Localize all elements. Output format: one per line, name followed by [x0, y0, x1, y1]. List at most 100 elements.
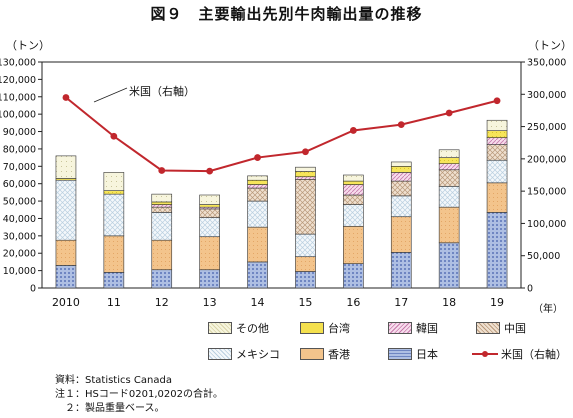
legend-label-usa: 米国（右軸）: [501, 348, 567, 361]
y-left-tick-label: 110,000: [0, 92, 36, 103]
legend-item-mexico: メキシコ: [208, 346, 280, 362]
bar-segment-other: [390, 161, 412, 167]
bar-segment-other: [486, 119, 508, 131]
bar-segment-taiwan: [486, 130, 508, 138]
bar-segment-hongkong: [390, 216, 412, 253]
bar-segment-china: [438, 169, 460, 187]
legend-label-other: その他: [236, 322, 269, 335]
note-source: 資料：Statistics Canada: [55, 375, 172, 386]
x-tick-label: 15: [298, 296, 312, 309]
bar-segment-other: [199, 194, 220, 205]
bar-segment-mexico: [151, 212, 173, 241]
bar-segment-hongkong: [486, 182, 508, 213]
bar-segment-japan: [343, 263, 364, 289]
x-tick-label: 2010: [52, 296, 80, 309]
bar-segment-hongkong: [247, 226, 268, 263]
legend-item-china: 中国: [476, 320, 526, 336]
bar-segment-korea: [486, 137, 508, 145]
legend-swatch-japan: [388, 348, 412, 360]
note-1: 注１：HSコード0201,0202の合計。: [55, 389, 223, 400]
y-right-tick-label: 100,000: [527, 219, 566, 230]
right-axis-unit: （トン）: [528, 39, 572, 52]
y-left-tick-label: 0: [30, 284, 36, 295]
bar-segment-hongkong: [295, 256, 316, 272]
bar-segment-mexico: [486, 159, 508, 184]
bar-segment-korea: [247, 184, 268, 189]
legend-label-china: 中国: [504, 322, 526, 335]
bar-segment-hongkong: [55, 239, 77, 266]
y-left-tick-label: 10,000: [3, 266, 36, 277]
y-left-tick-label: 60,000: [3, 179, 36, 190]
x-tick-label: 12: [155, 296, 169, 309]
legend-item-hongkong: 香港: [300, 346, 350, 362]
x-axis-unit: （年）: [533, 304, 563, 315]
bar-segment-china: [486, 144, 508, 161]
y-left-tick-label: 100,000: [0, 110, 36, 121]
plot-frame: [41, 61, 522, 289]
usa-line-point: [349, 127, 357, 134]
x-tick-label: 18: [442, 296, 456, 309]
legend-swatch-other: [208, 322, 232, 334]
usa-line-point: [206, 167, 214, 175]
notes: 資料：Statistics Canada 注１：HSコード0201,0202の合…: [55, 374, 223, 416]
legend-label-hongkong: 香港: [328, 348, 350, 361]
y-right-tick-label: 300,000: [527, 90, 566, 101]
bar-segment-china: [295, 179, 316, 235]
x-tick-label: 13: [203, 296, 217, 309]
note-2: ２：製品重量ベース。: [55, 403, 165, 414]
bar-segment-japan: [390, 252, 412, 289]
bar-segment-mexico: [390, 195, 412, 218]
usa-line-path: [65, 96, 498, 173]
bar-segment-japan: [103, 272, 125, 289]
callout-leader: [93, 87, 128, 103]
y-left-tick-label: 40,000: [3, 214, 36, 225]
chart-title: 図９ 主要輸出先別牛肉輸出量の推移: [150, 5, 423, 23]
y-right-tick-label: 50,000: [527, 251, 560, 262]
x-tick-label: 17: [394, 296, 408, 309]
x-tick-label: 14: [251, 296, 265, 309]
y-left-tick-label: 90,000: [3, 127, 36, 138]
bar-segment-other: [151, 193, 173, 203]
bar-segment-china: [247, 187, 268, 202]
bar-segment-taiwan: [151, 201, 173, 205]
bar-segment-mexico: [247, 200, 268, 228]
legend-item-taiwan: 台湾: [300, 320, 350, 336]
y-left-tick-label: 80,000: [3, 144, 36, 155]
bar-segment-taiwan: [390, 166, 412, 173]
bar-segment-other: [55, 155, 77, 179]
legend: その他 台湾 韓国 中国 メキシコ 香港 日本 米国（右軸）: [208, 320, 568, 368]
y-right-tick-label: 200,000: [527, 154, 566, 165]
bar-segment-taiwan: [103, 190, 125, 195]
bar-segment-mexico: [103, 193, 125, 237]
bar-segment-other: [295, 166, 316, 172]
usa-line-point: [493, 97, 501, 105]
bar-segment-mexico: [295, 233, 316, 258]
bar-segment-other: [438, 149, 460, 158]
bar-segment-japan: [486, 212, 508, 289]
y-right-tick-label: 350,000: [527, 58, 566, 69]
legend-label-korea: 韓国: [416, 322, 438, 335]
y-left-tick-label: 30,000: [3, 231, 36, 242]
bar-segment-hongkong: [151, 239, 173, 271]
legend-swatch-korea: [388, 322, 412, 334]
bar-segment-japan: [295, 271, 316, 289]
bar-segment-other: [247, 175, 268, 181]
x-tick-label: 16: [346, 296, 360, 309]
bar-segment-other: [103, 172, 125, 191]
y-left-tick-label: 20,000: [3, 249, 36, 260]
bar-segment-korea: [295, 176, 316, 180]
usa-line-point: [158, 167, 166, 174]
bar-segment-japan: [151, 269, 173, 289]
y-left-tick-label: 120,000: [0, 75, 36, 86]
legend-swatch-usa: [472, 349, 498, 359]
bar-segment-japan: [55, 265, 77, 289]
legend-swatch-china: [476, 322, 500, 334]
bar-segment-japan: [199, 269, 220, 289]
legend-swatch-hongkong: [300, 348, 324, 360]
bar-segment-taiwan: [343, 180, 364, 185]
bar-segment-other: [343, 174, 364, 182]
bar-segment-hongkong: [438, 206, 460, 244]
legend-swatch-mexico: [208, 348, 232, 360]
bar-segment-japan: [438, 242, 460, 289]
